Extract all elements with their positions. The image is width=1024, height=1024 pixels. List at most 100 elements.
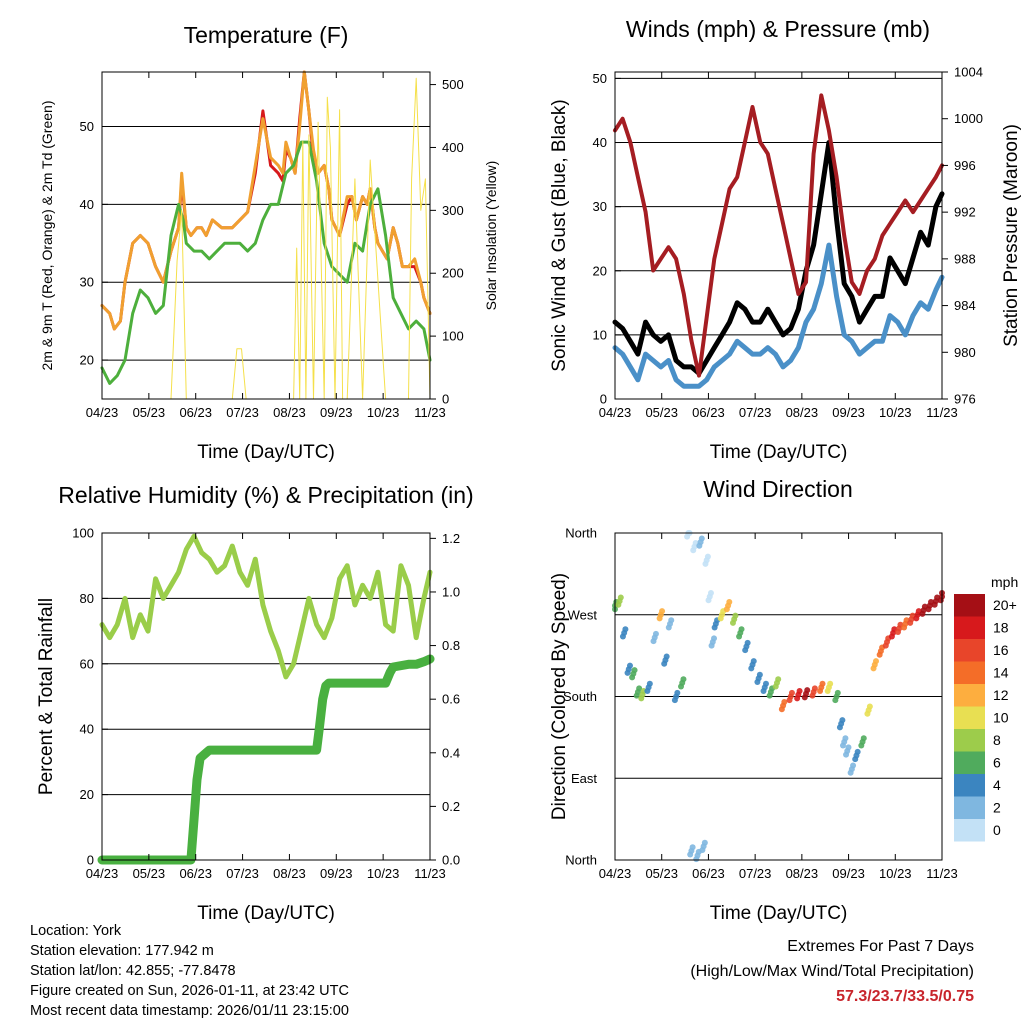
x-tick-label: 08/23 [273,405,306,420]
direction-point [711,635,718,642]
direction-point [756,671,763,678]
x-tick-label: 08/23 [786,405,819,420]
x-axis-title: Time (Day/UTC) [197,903,335,924]
y2-tick-label: 1000 [954,111,983,126]
x-tick-label: 06/23 [179,866,212,881]
x-axis-title: Time (Day/UTC) [710,442,848,463]
x-tick-label: 09/23 [832,405,865,420]
y-tick-label: 30 [80,275,94,290]
panel-2: Relative Humidity (%) & Precipitation (i… [36,482,474,924]
colorbar-label: 8 [993,732,1001,748]
y-tick-label: 0 [600,392,607,407]
x-tick-label: 07/23 [226,866,259,881]
y-tick-label: 50 [593,71,607,86]
y-axis-title: Sonic Wind & Gust (Blue, Black) [549,99,570,371]
direction-point [698,535,705,542]
colorbar-swatch [954,616,985,639]
colorbar-title: mph [991,574,1018,590]
colorbar-label: 12 [993,687,1009,703]
colorbar-label: 10 [993,710,1009,726]
y2-tick-label: 980 [954,345,976,360]
plot-area [100,70,432,400]
direction-point [631,667,638,674]
y2-tick-label: 400 [442,140,464,155]
x-tick-label: 04/23 [599,866,632,881]
x-tick-label: 06/23 [179,405,212,420]
direction-point [762,680,769,687]
x-tick-label: 08/23 [786,866,819,881]
direction-point [726,599,733,606]
y-tick-label: 30 [593,199,607,214]
chart-title: Temperature (F) [184,22,349,48]
colorbar-swatch [954,819,985,842]
x-tick-label: 10/23 [367,405,400,420]
x-tick-label: 06/23 [692,866,725,881]
direction-point [845,744,852,751]
series-wind [612,242,945,389]
extremes-title: Extremes For Past 7 Days [787,938,974,955]
station-latlon: Station lat/lon: 42.855; -77.8478 [30,963,236,979]
colorbar-label: 18 [993,620,1009,636]
colorbar-label: 2 [993,800,1001,816]
y2-tick-label: 0 [442,392,449,407]
y2-tick-label: 0.0 [442,853,460,868]
x-tick-label: 11/23 [926,405,958,420]
panel-0: Temperature (F) 04/23 05/23 06/23 07/23 08/23… [39,22,499,463]
y-tick-label: South [563,689,597,704]
station-info: Location: York Station elevation: 177.94… [30,921,349,1021]
direction-point [781,698,788,705]
colorbar-label: 14 [993,665,1009,681]
x-tick-label: 07/23 [226,405,259,420]
series-gust [612,140,945,376]
colorbar-swatch [954,729,985,752]
x-tick-label: 09/23 [832,866,865,881]
y2-tick-label: 200 [442,266,464,281]
direction-point [872,658,879,665]
direction-point [804,687,811,694]
direction-point [750,658,757,665]
direction-point [796,688,803,695]
x-tick-label: 10/23 [879,405,912,420]
y2-axis-title: Solar Insolation (Yellow) [483,161,499,311]
plot-frame [614,532,943,861]
series-station-pressure [613,93,944,378]
y-axis-title: Percent & Total Rainfall [36,598,57,795]
x-tick-label: 04/23 [86,405,119,420]
x-tick-label: 11/23 [414,866,446,881]
y-tick-label: 0 [87,853,94,868]
y-tick-label: 20 [593,263,607,278]
colorbar-swatch [954,661,985,684]
plot-area [97,533,435,865]
direction-point [636,685,643,692]
direction-point [839,717,846,724]
colorbar-swatch [954,594,985,617]
x-tick-label: 07/23 [739,405,772,420]
x-tick-label: 11/23 [926,866,958,881]
direction-point [811,685,818,692]
y2-tick-label: 1004 [954,65,983,80]
direction-point [819,680,826,687]
y2-tick-label: 996 [954,158,976,173]
y2-tick-label: 500 [442,77,464,92]
panel-3: Wind Direction 04/23 05/23 06/23 07/23 08/23 0… [549,476,1018,924]
x-tick-label: 10/23 [367,866,400,881]
y2-tick-label: 976 [954,392,976,407]
y-tick-label: East [571,771,597,786]
extremes-panel: Extremes For Past 7 Days (High/Low/Max W… [690,934,974,1009]
y2-tick-label: 1.0 [442,584,460,599]
y2-tick-label: 984 [954,298,976,313]
y2-tick-label: 0.4 [442,745,460,760]
y2-tick-label: 300 [442,203,464,218]
y-tick-label: 100 [72,526,94,541]
plot-frame [101,71,431,400]
colorbar-swatch [954,706,985,729]
direction-point [701,839,708,846]
direction-point [738,626,745,633]
plot-area [612,530,945,863]
colorbar-label: 20+ [993,597,1017,613]
series-total-precipitation [97,654,435,865]
y2-tick-label: 1.2 [442,531,460,546]
direction-point [617,594,624,601]
plot-area [612,93,945,389]
x-tick-label: 04/23 [86,866,119,881]
